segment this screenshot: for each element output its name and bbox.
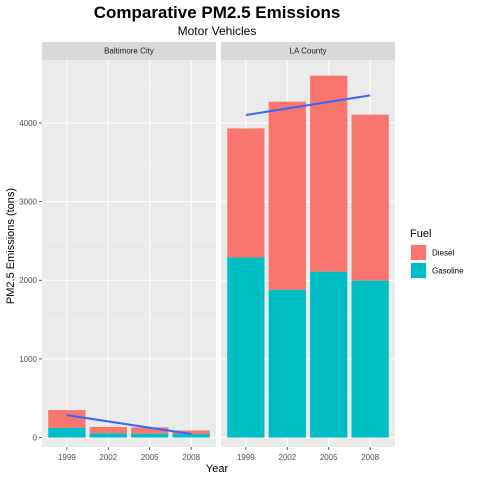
- y-axis: 0 1000 2000 3000 4000: [19, 119, 42, 443]
- bar-gasoline-2008: [351, 280, 389, 438]
- panel-background: [42, 60, 216, 447]
- bar-gasoline-2002: [89, 433, 127, 438]
- bar-gasoline-2005: [310, 271, 348, 438]
- legend-label-diesel: Diesel: [432, 249, 454, 258]
- x-tick-label: 2008: [361, 453, 379, 462]
- bar-diesel-2002: [89, 426, 127, 434]
- bar-gasoline-2005: [131, 433, 169, 438]
- bar-diesel-2008: [172, 430, 210, 435]
- y-tick-label: 3000: [19, 198, 37, 207]
- bar-diesel-1999: [227, 128, 265, 258]
- x-tick-label: 2005: [320, 453, 338, 462]
- bar-diesel-2005: [310, 75, 348, 272]
- x-tick-label: 1999: [237, 453, 255, 462]
- bar-diesel-2005: [131, 427, 169, 434]
- y-tick-label: 4000: [19, 119, 37, 128]
- bar-gasoline-1999: [227, 257, 265, 438]
- legend-label-gasoline: Gasoline: [432, 267, 464, 276]
- legend-swatch-diesel: [411, 245, 426, 260]
- legend-swatch-gasoline: [411, 263, 426, 278]
- y-tick-label: 1000: [19, 355, 37, 364]
- x-tick-label: 2005: [141, 453, 159, 462]
- chart-title: Comparative PM2.5 Emissions: [94, 3, 341, 22]
- y-tick-label: 0: [33, 434, 38, 443]
- bar-gasoline-2008: [172, 434, 210, 438]
- x-axis-label: Year: [206, 463, 229, 475]
- bar-diesel-2008: [351, 114, 389, 281]
- facet-strip-label: Baltimore City: [104, 47, 154, 56]
- bar-gasoline-1999: [48, 427, 86, 438]
- bar-diesel-1999: [48, 410, 86, 428]
- plot-area: Baltimore City 1999 2002 2005 2008 LA County 1…: [19, 42, 395, 462]
- x-tick-label: 2002: [278, 453, 296, 462]
- legend-title: Fuel: [410, 228, 431, 240]
- trend-line: [245, 94, 371, 117]
- facet-strip: [221, 42, 395, 60]
- x-tick-label: 2008: [182, 453, 200, 462]
- facet-strip-label: LA County: [290, 47, 327, 56]
- facet-la-county: LA County 1999 2002 2005 2008: [221, 42, 395, 462]
- bar-gasoline-2002: [268, 289, 306, 438]
- trend-line: [66, 414, 192, 436]
- bar-diesel-2002: [268, 101, 306, 290]
- legend: Fuel Diesel Gasoline: [410, 228, 464, 279]
- y-tick-label: 2000: [19, 276, 37, 285]
- facet-baltimore-city: Baltimore City 1999 2002 2005 2008: [42, 42, 216, 462]
- x-tick-label: 2002: [99, 453, 117, 462]
- x-tick-label: 1999: [58, 453, 76, 462]
- facet-strip: [42, 42, 216, 60]
- y-axis-label: PM2.5 Emissions (tons): [5, 188, 17, 304]
- chart-subtitle: Motor Vehicles: [178, 24, 257, 38]
